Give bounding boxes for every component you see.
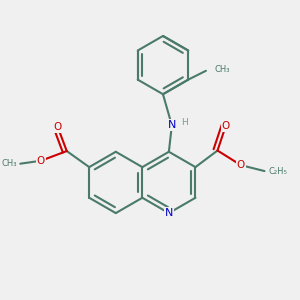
Text: CH₃: CH₃ xyxy=(215,65,230,74)
Text: C₂H₅: C₂H₅ xyxy=(268,167,287,176)
Text: O: O xyxy=(222,121,230,131)
Text: O: O xyxy=(237,160,245,170)
Text: N: N xyxy=(165,208,173,218)
Text: O: O xyxy=(37,156,45,166)
Text: O: O xyxy=(53,122,62,132)
Text: N: N xyxy=(168,120,176,130)
Text: H: H xyxy=(182,118,188,127)
Text: CH₃: CH₃ xyxy=(2,159,17,168)
